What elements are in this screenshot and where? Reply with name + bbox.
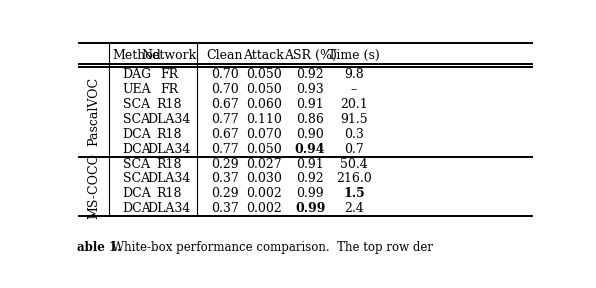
Text: 0.93: 0.93: [296, 83, 324, 96]
Text: 0.70: 0.70: [211, 83, 238, 96]
Text: 0.99: 0.99: [295, 202, 325, 215]
Text: 9.8: 9.8: [344, 68, 364, 81]
Text: 0.67: 0.67: [211, 98, 238, 111]
Text: White-box performance comparison.  The top row der: White-box performance comparison. The to…: [113, 241, 433, 254]
Text: 0.29: 0.29: [211, 187, 238, 200]
Text: 0.29: 0.29: [211, 158, 238, 170]
Text: 0.050: 0.050: [246, 68, 282, 81]
Text: 0.92: 0.92: [296, 173, 324, 185]
Text: 0.070: 0.070: [246, 128, 282, 141]
Text: 0.91: 0.91: [296, 98, 324, 111]
Text: ASR (%): ASR (%): [284, 49, 337, 62]
Text: 0.92: 0.92: [296, 68, 324, 81]
Text: SCA: SCA: [123, 98, 150, 111]
Text: 91.5: 91.5: [340, 113, 368, 126]
Text: Time (s): Time (s): [328, 49, 380, 62]
Text: 0.37: 0.37: [211, 202, 238, 215]
Text: 0.77: 0.77: [211, 113, 238, 126]
Text: Attack: Attack: [243, 49, 284, 62]
Text: 0.050: 0.050: [246, 83, 282, 96]
Text: R18: R18: [156, 187, 182, 200]
Text: DLA34: DLA34: [147, 143, 191, 156]
Text: 0.7: 0.7: [344, 143, 364, 156]
Text: PascalVOC: PascalVOC: [88, 77, 100, 146]
Text: MS-COCO: MS-COCO: [88, 154, 100, 219]
Text: R18: R18: [156, 128, 182, 141]
Text: UEA: UEA: [123, 83, 151, 96]
Text: DCA: DCA: [123, 202, 151, 215]
Text: 0.70: 0.70: [211, 68, 238, 81]
Text: 0.67: 0.67: [211, 128, 238, 141]
Text: 0.99: 0.99: [296, 187, 324, 200]
Text: 0.86: 0.86: [296, 113, 324, 126]
Text: R18: R18: [156, 98, 182, 111]
Text: DLA34: DLA34: [147, 173, 191, 185]
Text: 1.5: 1.5: [343, 187, 365, 200]
Text: 0.94: 0.94: [295, 143, 325, 156]
Text: FR: FR: [160, 68, 178, 81]
Text: 0.77: 0.77: [211, 143, 238, 156]
Text: able 1.: able 1.: [77, 241, 121, 254]
Text: Network: Network: [142, 49, 197, 62]
Text: 0.002: 0.002: [246, 187, 282, 200]
Text: DLA34: DLA34: [147, 202, 191, 215]
Text: R18: R18: [156, 158, 182, 170]
Text: DCA: DCA: [123, 128, 151, 141]
Text: FR: FR: [160, 83, 178, 96]
Text: DCA: DCA: [123, 143, 151, 156]
Text: SCA: SCA: [123, 173, 150, 185]
Text: DCA: DCA: [123, 187, 151, 200]
Text: Method: Method: [113, 49, 162, 62]
Text: SCA: SCA: [123, 158, 150, 170]
Text: 0.110: 0.110: [246, 113, 282, 126]
Text: 0.3: 0.3: [344, 128, 364, 141]
Text: 0.90: 0.90: [296, 128, 324, 141]
Text: 0.027: 0.027: [246, 158, 282, 170]
Text: SCA: SCA: [123, 113, 150, 126]
Text: 0.91: 0.91: [296, 158, 324, 170]
Text: 20.1: 20.1: [340, 98, 368, 111]
Text: DAG: DAG: [122, 68, 151, 81]
Text: 0.37: 0.37: [211, 173, 238, 185]
Text: 0.030: 0.030: [246, 173, 282, 185]
Text: 0.050: 0.050: [246, 143, 282, 156]
Text: Clean: Clean: [206, 49, 243, 62]
Text: 0.002: 0.002: [246, 202, 282, 215]
Text: 0.060: 0.060: [246, 98, 282, 111]
Text: DLA34: DLA34: [147, 113, 191, 126]
Text: 2.4: 2.4: [344, 202, 364, 215]
Text: 216.0: 216.0: [336, 173, 372, 185]
Text: –: –: [351, 83, 357, 96]
Text: 50.4: 50.4: [340, 158, 368, 170]
